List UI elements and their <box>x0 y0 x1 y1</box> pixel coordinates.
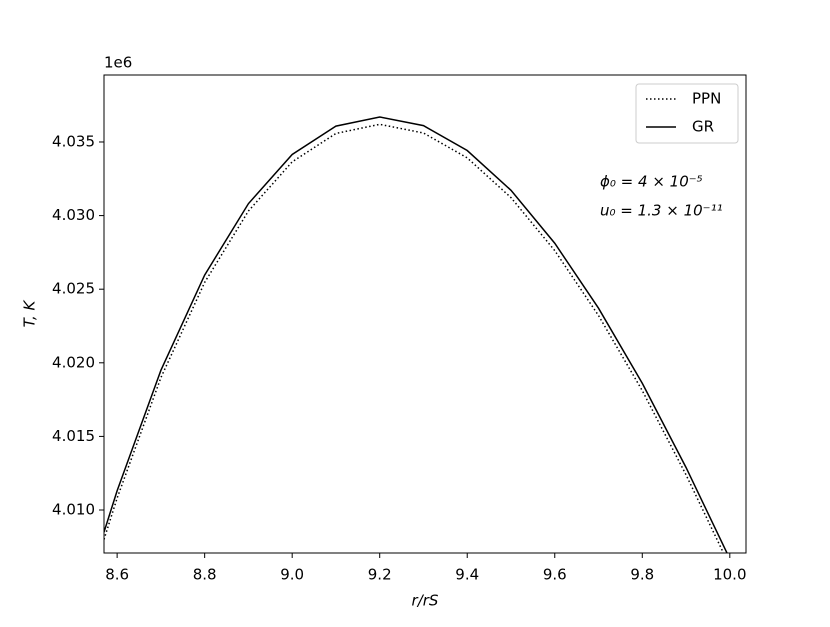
y-tick-label: 4.015 <box>52 427 95 445</box>
legend-box <box>635 83 739 144</box>
plot-frame <box>103 74 747 554</box>
y-tick-label: 4.010 <box>52 501 95 519</box>
series-line <box>104 123 725 553</box>
y-tick-label: 4.025 <box>52 280 95 298</box>
x-tick-label: 9.4 <box>455 566 479 584</box>
offset-label: 1e6 <box>104 54 132 72</box>
legend-label: GR <box>692 118 714 136</box>
annotation: u₀ = 1.3 × 10⁻¹¹ <box>600 202 723 220</box>
series-line <box>104 116 728 553</box>
legend-label: PPN <box>692 90 721 108</box>
x-axis-label: r/rS <box>412 592 439 610</box>
x-tick-label: 9.2 <box>368 566 392 584</box>
x-tick-label: 10.0 <box>713 566 746 584</box>
x-tick-label: 9.0 <box>280 566 304 584</box>
x-tick-label: 8.8 <box>193 566 217 584</box>
x-tick-label: 8.6 <box>105 566 129 584</box>
y-tick-label: 4.020 <box>52 353 95 371</box>
annotation: ϕ₀ = 4 × 10⁻⁵ <box>600 173 703 191</box>
y-axis-label: T, K <box>21 299 39 327</box>
x-tick-label: 9.6 <box>543 566 567 584</box>
x-tick-label: 9.8 <box>630 566 654 584</box>
plot-lines <box>104 116 728 553</box>
y-tick-label: 4.035 <box>52 132 95 150</box>
y-tick-label: 4.030 <box>52 206 95 224</box>
